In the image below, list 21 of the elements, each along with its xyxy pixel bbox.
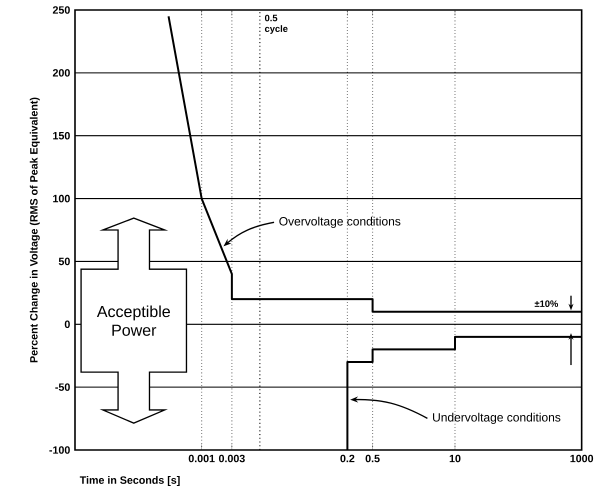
x-tick-label: 0.5 — [366, 454, 380, 462]
annotation: Overvoltage conditions — [279, 216, 400, 228]
annotation: ±10% — [534, 300, 558, 307]
ref-line-label: 0.5 cycle — [264, 14, 288, 34]
y-axis-title: Percent Change in Voltage (RMS of Peak Equivalent) — [30, 98, 40, 362]
y-tick-label: 50 — [58, 258, 70, 266]
x-tick-label: 0.003 — [218, 454, 245, 462]
y-tick-label: 0 — [64, 320, 70, 328]
y-tick-label: -100 — [49, 446, 70, 454]
y-tick-label: -50 — [55, 383, 70, 391]
y-tick-label: 200 — [52, 69, 70, 77]
x-tick-label: 1000 — [570, 454, 594, 462]
y-tick-label: 150 — [53, 132, 70, 140]
annotation: Undervoltage conditions — [433, 412, 560, 424]
x-tick-label: 0.2 — [340, 454, 354, 462]
x-axis-title: Time in Seconds [s] — [80, 476, 180, 486]
x-tick-label: 0.001 — [188, 454, 215, 462]
x-tick-label: 10 — [450, 454, 460, 462]
y-tick-label: 250 — [52, 6, 70, 14]
y-tick-label: 100 — [53, 194, 70, 202]
annotation: Acceptible Power — [96, 305, 170, 336]
